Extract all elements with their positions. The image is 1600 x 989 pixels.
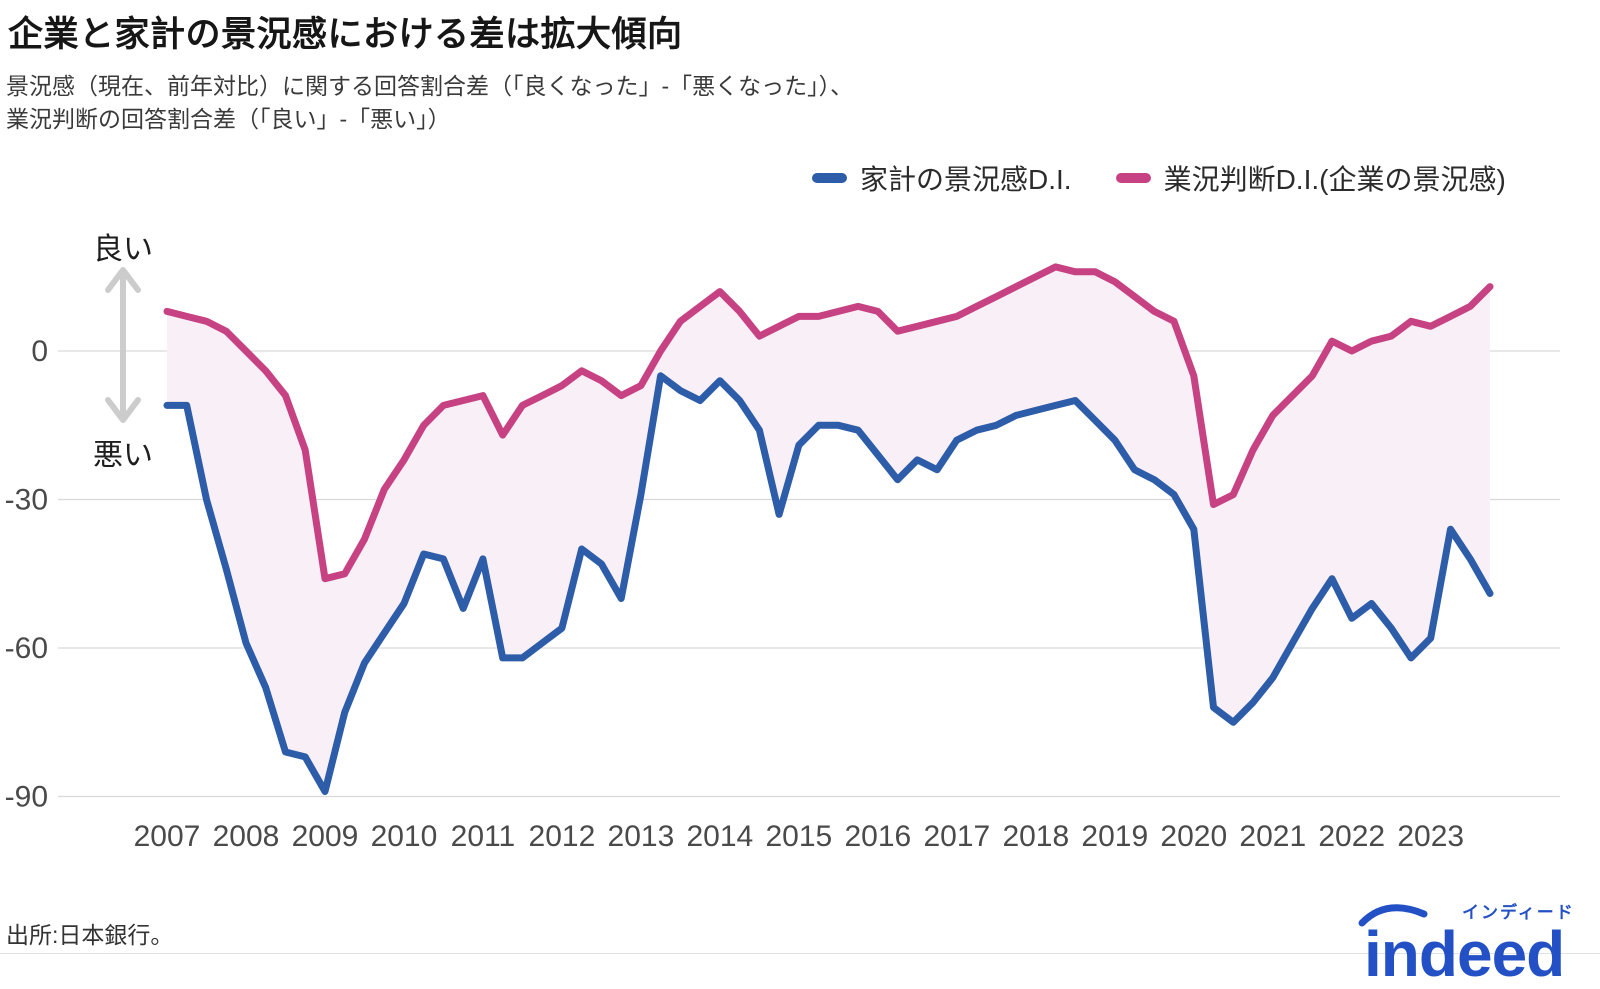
y-tick-label: -90 (5, 781, 48, 814)
legend-item-business: 業況判断D.I.(企業の景況感) (1115, 158, 1506, 198)
source-note: 出所:日本銀行。 (6, 922, 174, 948)
x-tick-label: 2012 (529, 820, 596, 853)
x-tick-label: 2021 (1239, 820, 1306, 853)
x-tick-label: 2014 (687, 820, 754, 853)
x-tick-label: 2022 (1318, 820, 1385, 853)
bottom-divider (0, 953, 1600, 954)
legend-label-business: 業況判断D.I.(企業の景況感) (1163, 164, 1506, 195)
chart-subtitle: 景況感（現在、前年対比）に関する回答割合差（「良くなった」-「悪くなった」）、 … (6, 70, 1206, 136)
household-sentiment-line (163, 372, 1494, 795)
x-tick-label: 2015 (765, 820, 832, 853)
y-tick-label: -30 (5, 484, 48, 517)
x-tick-label: 2017 (923, 820, 990, 853)
page-title: 企業と家計の景況感における差は拡大傾向 (8, 15, 683, 54)
indeed-logo: indeed インディード (1358, 902, 1575, 989)
indeed-logo-arc-icon (1358, 904, 1428, 927)
legend: 家計の景況感D.I. 業況判断D.I.(企業の景況感) (812, 158, 1506, 198)
indeed-wordmark: indeed (1364, 918, 1564, 989)
x-tick-label: 2019 (1081, 820, 1148, 853)
household-series-swatch-icon (812, 173, 847, 183)
x-tick-label: 2007 (134, 820, 201, 853)
x-tick-label: 2018 (1002, 820, 1069, 853)
x-tick-label: 2008 (213, 820, 280, 853)
gap-fill-area (167, 266, 1490, 792)
x-tick-label: 2020 (1160, 820, 1227, 853)
indeed-katakana: インディード (1462, 902, 1575, 922)
x-tick-label: 2023 (1397, 820, 1464, 853)
legend-label-household: 家計の景況感D.I. (860, 164, 1072, 195)
axis-bad-label: 悪い (93, 439, 153, 472)
x-tick-label: 2016 (844, 820, 911, 853)
business-conditions-line (163, 263, 1494, 583)
x-tick-label: 2009 (292, 820, 359, 853)
x-tick-label: 2011 (451, 820, 516, 853)
subtitle-line-1: 景況感（現在、前年対比）に関する回答割合差（「良くなった」-「悪くなった」）、 (6, 73, 854, 99)
axis-good-label: 良い (93, 233, 153, 266)
legend-item-household: 家計の景況感D.I. (812, 158, 1072, 198)
business-series-swatch-icon (1115, 173, 1151, 183)
y-tick-label: 0 (31, 335, 48, 368)
y-tick-label: -60 (5, 632, 48, 665)
good-bad-double-arrow-icon (105, 267, 141, 423)
x-tick-label: 2013 (608, 820, 675, 853)
x-tick-label: 2010 (371, 820, 438, 853)
subtitle-line-2: 業況判断の回答割合差（「良い」-「悪い」） (6, 106, 451, 132)
